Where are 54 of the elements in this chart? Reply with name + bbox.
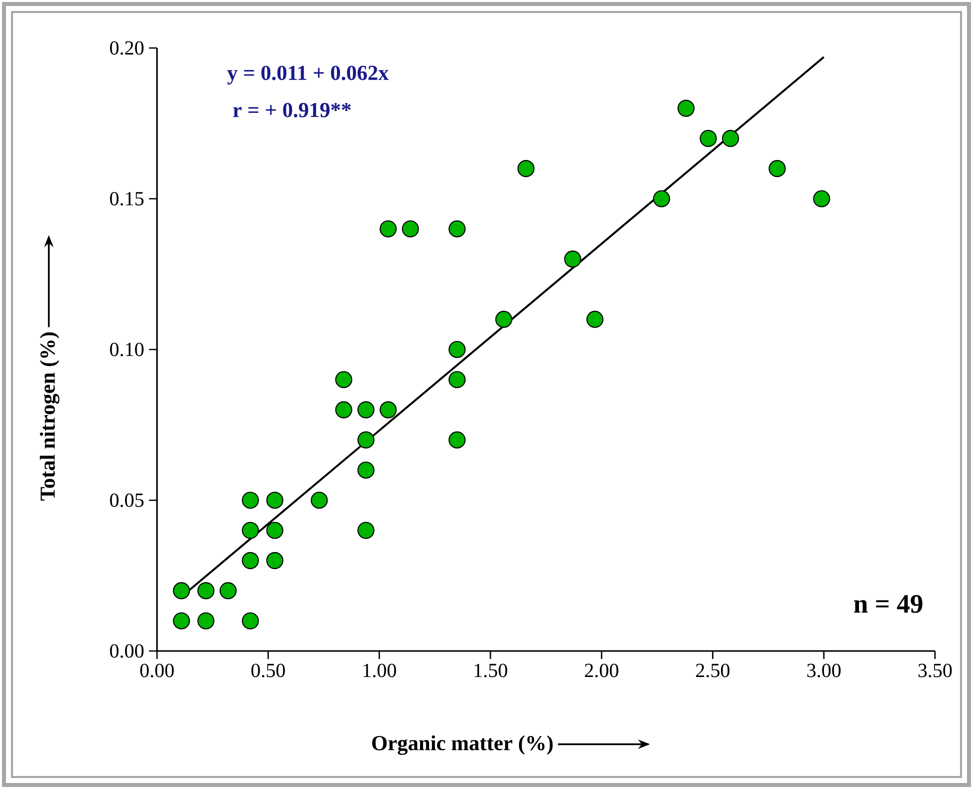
point (242, 522, 259, 539)
point (197, 582, 214, 600)
point (495, 310, 512, 328)
point (266, 552, 284, 570)
point (357, 431, 374, 448)
point (813, 190, 830, 208)
y-tick-label: 0.10 (110, 342, 144, 356)
point (357, 401, 374, 418)
point (357, 462, 374, 479)
point (653, 190, 670, 208)
point (172, 612, 190, 630)
point (242, 552, 259, 570)
y-tick-label: 0.15 (110, 192, 144, 206)
x-tick-label: 0.00 (140, 664, 174, 678)
x-tick-label: 3.50 (918, 664, 952, 678)
x-tick-label: 1.50 (474, 664, 508, 678)
y-tick-label: 0.00 (110, 644, 144, 658)
x-tick-label: 1.00 (364, 664, 396, 678)
point (357, 522, 374, 539)
point (448, 431, 466, 448)
point (172, 582, 190, 600)
x-tick-label: 2.00 (584, 664, 618, 678)
point (197, 612, 214, 630)
point (564, 250, 582, 268)
x-axis-title: Organic matter (%) (372, 735, 553, 755)
x-tick-label: 3.00 (807, 664, 841, 678)
point (448, 340, 466, 358)
annotation: y = 0.011 + 0.062x (227, 66, 389, 85)
y-tick-label: 0.05 (110, 493, 144, 508)
x-tick-label: 2.50 (696, 664, 730, 678)
point (242, 492, 259, 509)
y-tick-label: 0.20 (110, 41, 144, 55)
annotation: n = 49 (854, 595, 922, 613)
point (380, 401, 397, 418)
point (266, 522, 284, 539)
point (335, 401, 352, 418)
point (335, 371, 352, 388)
point (310, 492, 328, 509)
point (448, 371, 466, 388)
point (220, 582, 237, 600)
point (517, 160, 535, 178)
point (722, 130, 740, 147)
y-axis-title: Total nitrogen (%) (40, 332, 60, 501)
point (768, 160, 786, 178)
point (678, 100, 695, 117)
point (266, 492, 284, 509)
point (448, 220, 466, 238)
point (380, 220, 397, 238)
point (402, 220, 419, 238)
annotation: r = + 0.919** (233, 102, 351, 118)
point (242, 612, 259, 630)
point (700, 130, 717, 147)
point (586, 310, 604, 328)
x-tick-label: 0.50 (251, 664, 285, 678)
